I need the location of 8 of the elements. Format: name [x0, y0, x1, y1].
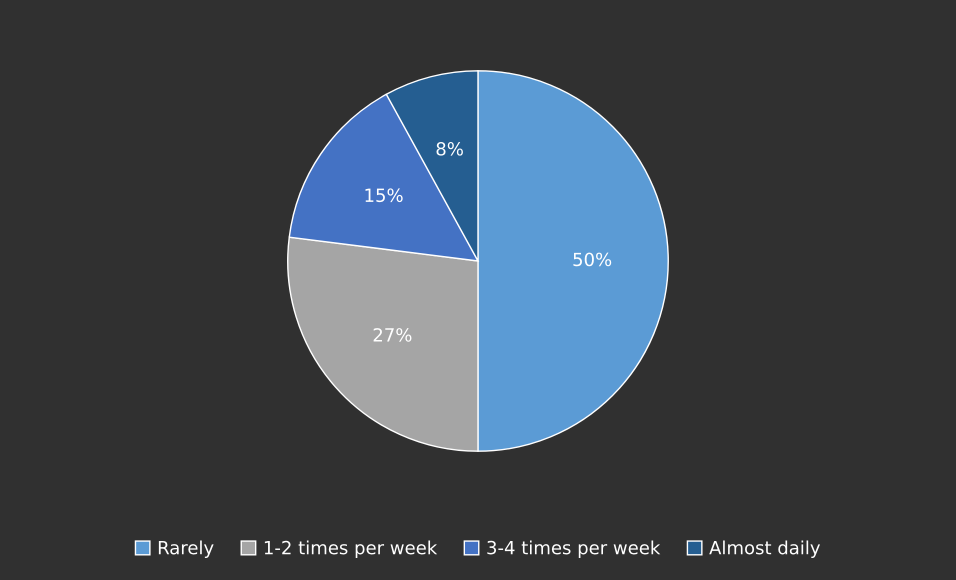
data-label: 50%: [573, 252, 612, 266]
data-label: 15%: [366, 188, 403, 202]
legend-label: 3-4 times per week: [487, 540, 660, 558]
legend-label: 1-2 times per week: [264, 540, 438, 558]
data-label: 27%: [374, 328, 412, 342]
legend-label: Almost daily: [709, 540, 820, 558]
data-label: 8%: [436, 142, 463, 156]
legend-label: Rarely: [158, 540, 214, 558]
